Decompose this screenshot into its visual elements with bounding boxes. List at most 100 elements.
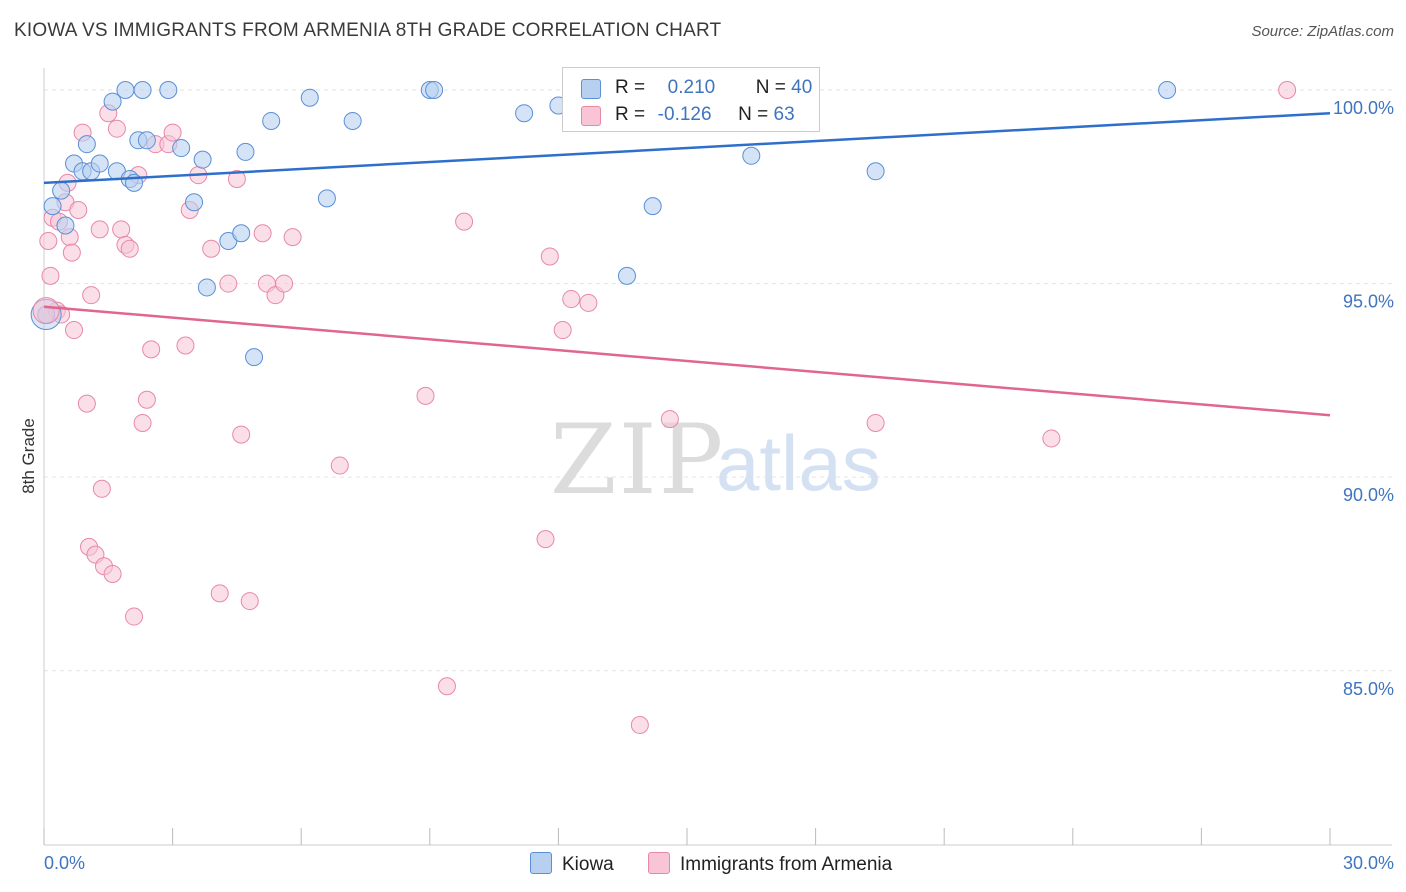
- source-label: Source: ZipAtlas.com: [1251, 23, 1394, 40]
- point-kiowa: [193, 150, 212, 169]
- grid-lines: [44, 89, 1392, 672]
- point-armenia: [133, 413, 152, 432]
- point-armenia: [137, 390, 156, 409]
- point-armenia: [41, 266, 60, 285]
- point-kiowa: [77, 135, 96, 154]
- point-armenia: [1042, 429, 1061, 448]
- point-armenia: [240, 592, 259, 611]
- point-armenia: [65, 321, 84, 340]
- point-armenia: [579, 293, 598, 312]
- point-armenia: [630, 715, 649, 734]
- point-kiowa: [56, 216, 75, 235]
- legend-n-value: 63: [773, 104, 795, 125]
- bottom-legend-armenia: Immigrants from Armenia: [648, 852, 892, 876]
- point-armenia: [455, 212, 474, 231]
- bottom-legend-kiowa: Kiowa: [530, 852, 614, 876]
- point-kiowa: [133, 80, 152, 99]
- trend-line-kiowa: [43, 111, 1331, 185]
- bottom-legend-swatch-armenia: [648, 852, 670, 874]
- point-kiowa: [52, 181, 71, 200]
- point-kiowa: [617, 266, 636, 285]
- legend-r-value: -0.126: [657, 104, 712, 125]
- x-tick-label-max: 30.0%: [1343, 853, 1394, 873]
- watermark: ZIP atlas: [550, 404, 881, 516]
- point-armenia-cluster: [32, 297, 60, 325]
- point-armenia: [416, 386, 435, 405]
- bottom-legend-label-kiowa: Kiowa: [562, 854, 614, 875]
- point-armenia: [103, 564, 122, 583]
- point-armenia: [540, 247, 559, 266]
- point-armenia: [437, 677, 456, 696]
- point-kiowa: [343, 111, 362, 130]
- point-armenia: [1278, 80, 1297, 99]
- point-armenia: [227, 170, 246, 189]
- point-kiowa: [172, 139, 191, 158]
- legend-swatch-kiowa: [581, 79, 601, 99]
- point-armenia: [562, 290, 581, 309]
- legend-text-kiowa: R = 0.210 N = 40: [615, 77, 812, 99]
- point-armenia: [553, 321, 572, 340]
- point-kiowa: [116, 80, 135, 99]
- legend-n-value: 40: [791, 77, 813, 98]
- point-kiowa: [643, 197, 662, 216]
- point-kiowa: [185, 193, 204, 212]
- point-kiowa: [245, 348, 264, 367]
- point-armenia: [219, 274, 238, 293]
- point-armenia: [62, 243, 81, 262]
- point-armenia: [330, 456, 349, 475]
- x-axis-ticks: [43, 828, 1331, 845]
- point-armenia: [92, 479, 111, 498]
- correlation-legend: R = 0.210 N = 40 R = -0.126 N = 63: [562, 67, 820, 132]
- point-armenia: [232, 425, 251, 444]
- point-armenia: [112, 220, 131, 239]
- point-armenia: [536, 530, 555, 549]
- point-kiowa: [43, 197, 62, 216]
- y-axis-tick-labels: 85.0% 90.0% 95.0% 100.0%: [1333, 98, 1394, 699]
- point-kiowa: [197, 278, 216, 297]
- y-tick-label: 90.0%: [1343, 485, 1394, 505]
- point-kiowa: [236, 142, 255, 161]
- legend-n-label: N =: [755, 77, 786, 98]
- point-armenia: [176, 336, 195, 355]
- point-armenia: [69, 201, 88, 220]
- point-armenia: [90, 220, 109, 239]
- point-kiowa: [103, 92, 122, 111]
- legend-text-armenia: R = -0.126 N = 63: [615, 104, 795, 126]
- point-kiowa: [317, 189, 336, 208]
- point-armenia: [660, 410, 679, 429]
- point-armenia: [77, 394, 96, 413]
- axes: [43, 68, 1392, 846]
- bottom-legend-swatch-kiowa: [530, 852, 552, 874]
- point-armenia: [202, 239, 221, 258]
- legend-r-label: R =: [615, 77, 646, 98]
- y-axis-label: 8th Grade: [19, 418, 38, 494]
- point-kiowa: [159, 80, 178, 99]
- point-armenia: [125, 607, 144, 626]
- point-kiowa: [90, 154, 109, 173]
- trend-lines: [43, 111, 1331, 417]
- point-armenia: [107, 119, 126, 138]
- point-armenia: [120, 239, 139, 258]
- point-kiowa: [300, 88, 319, 107]
- point-kiowa: [137, 131, 156, 150]
- point-kiowa: [232, 224, 251, 243]
- point-armenia: [82, 286, 101, 305]
- point-armenia: [275, 274, 294, 293]
- point-kiowa: [262, 111, 281, 130]
- bottom-legend-label-armenia: Immigrants from Armenia: [680, 854, 893, 875]
- point-armenia: [253, 224, 272, 243]
- legend-r-value: 0.210: [667, 77, 716, 98]
- watermark-zip: ZIP: [550, 404, 725, 516]
- x-tick-label-min: 0.0%: [44, 853, 85, 873]
- chart-title: KIOWA VS IMMIGRANTS FROM ARMENIA 8TH GRA…: [14, 20, 722, 41]
- point-kiowa: [1158, 80, 1177, 99]
- legend-n-label: N =: [738, 104, 769, 125]
- point-armenia: [39, 231, 58, 250]
- point-kiowa: [425, 80, 444, 99]
- point-kiowa: [515, 104, 534, 123]
- point-armenia: [163, 123, 182, 142]
- point-armenia: [210, 584, 229, 603]
- y-tick-label: 85.0%: [1343, 679, 1394, 699]
- point-kiowa: [866, 162, 885, 181]
